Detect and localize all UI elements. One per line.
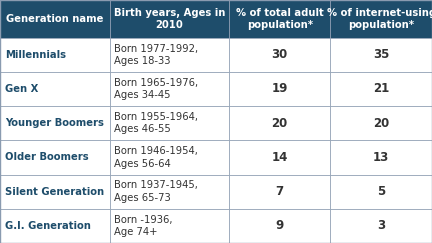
Bar (0, 0, 110, 38)
Text: Millennials: Millennials (5, 50, 66, 60)
Text: 9: 9 (276, 219, 284, 232)
Bar (229, 174, 330, 209)
Bar (330, 38, 432, 72)
Text: % of internet-using
population*: % of internet-using population* (327, 8, 432, 30)
Bar (330, 140, 432, 174)
Bar (229, 106, 330, 140)
Bar (0, 38, 110, 72)
Text: Born 1955-1964,
Ages 46-55: Born 1955-1964, Ages 46-55 (114, 112, 198, 134)
Text: 20: 20 (373, 117, 389, 130)
Text: Born 1977-1992,
Ages 18-33: Born 1977-1992, Ages 18-33 (114, 43, 199, 66)
Text: Younger Boomers: Younger Boomers (5, 118, 104, 128)
Text: Gen X: Gen X (5, 84, 38, 94)
Text: Born 1965-1976,
Ages 34-45: Born 1965-1976, Ages 34-45 (114, 78, 199, 100)
Text: Generation name: Generation name (6, 14, 104, 24)
Text: 13: 13 (373, 151, 389, 164)
Text: 7: 7 (276, 185, 284, 198)
Text: Born -1936,
Age 74+: Born -1936, Age 74+ (114, 215, 173, 237)
Text: 21: 21 (373, 83, 389, 95)
Bar (0, 209, 110, 243)
Text: 5: 5 (377, 185, 385, 198)
Bar (330, 174, 432, 209)
Text: Silent Generation: Silent Generation (5, 187, 104, 197)
Text: % of total adult
population*: % of total adult population* (236, 8, 324, 30)
Text: 20: 20 (272, 117, 288, 130)
Bar (229, 140, 330, 174)
Bar (0, 106, 110, 140)
Bar (0, 72, 110, 106)
Text: 3: 3 (377, 219, 385, 232)
Bar (229, 38, 330, 72)
Text: 19: 19 (272, 83, 288, 95)
Text: Born 1937-1945,
Ages 65-73: Born 1937-1945, Ages 65-73 (114, 181, 198, 203)
Bar (330, 209, 432, 243)
Bar (110, 140, 229, 174)
Bar (110, 174, 229, 209)
Bar (110, 106, 229, 140)
Bar (229, 72, 330, 106)
Bar (229, 0, 330, 38)
Text: 14: 14 (272, 151, 288, 164)
Bar (110, 0, 229, 38)
Bar (110, 209, 229, 243)
Bar (110, 72, 229, 106)
Bar (229, 209, 330, 243)
Text: 35: 35 (373, 48, 389, 61)
Bar (0, 140, 110, 174)
Bar (330, 72, 432, 106)
Text: Older Boomers: Older Boomers (5, 152, 89, 162)
Bar (110, 38, 229, 72)
Text: Born 1946-1954,
Ages 56-64: Born 1946-1954, Ages 56-64 (114, 146, 198, 169)
Bar (0, 174, 110, 209)
Text: Birth years, Ages in
2010: Birth years, Ages in 2010 (114, 8, 225, 30)
Text: 30: 30 (272, 48, 288, 61)
Text: G.I. Generation: G.I. Generation (5, 221, 91, 231)
Bar (330, 106, 432, 140)
Bar (330, 0, 432, 38)
